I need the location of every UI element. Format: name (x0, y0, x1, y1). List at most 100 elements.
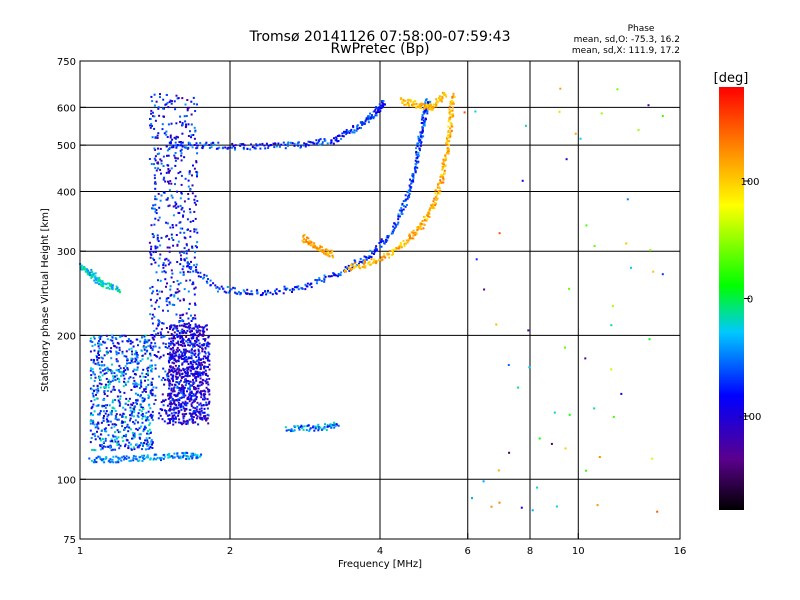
data-point (110, 347, 113, 350)
data-point (172, 366, 175, 369)
data-point (130, 357, 133, 360)
data-point (176, 288, 179, 291)
data-point (191, 384, 194, 387)
data-point (133, 406, 136, 409)
data-point (305, 143, 308, 146)
data-point (165, 411, 168, 414)
y-tick-label: 600 (57, 103, 76, 114)
data-point (290, 430, 292, 433)
data-point (153, 147, 156, 150)
data-point (137, 416, 140, 418)
data-point (411, 174, 414, 177)
data-point (196, 401, 199, 404)
data-point (174, 337, 176, 340)
data-point (402, 239, 405, 242)
data-point (538, 437, 541, 440)
data-point (419, 107, 422, 109)
data-point (345, 129, 348, 131)
data-point (313, 142, 316, 145)
data-point (278, 290, 281, 293)
data-point (199, 275, 202, 278)
data-point (367, 257, 370, 259)
data-point (337, 140, 340, 142)
data-point (164, 409, 166, 412)
data-point (192, 394, 195, 397)
data-point (162, 457, 165, 460)
data-point (553, 411, 556, 414)
data-point (340, 137, 343, 140)
data-point (379, 110, 382, 113)
data-point (94, 438, 97, 441)
data-point (181, 268, 184, 271)
data-point (145, 411, 148, 414)
data-point (160, 459, 162, 462)
data-point (471, 497, 473, 500)
data-point (441, 166, 444, 169)
data-point (157, 132, 160, 135)
data-point (198, 352, 201, 355)
data-point (136, 428, 139, 431)
data-point (447, 131, 450, 134)
data-point (301, 427, 304, 430)
data-point (307, 424, 310, 427)
data-point (187, 228, 189, 231)
data-point (104, 404, 107, 407)
data-point (296, 285, 299, 288)
data-point (442, 175, 445, 178)
data-point (190, 352, 193, 355)
data-point (183, 329, 186, 332)
data-point (153, 177, 156, 180)
data-point (447, 152, 450, 155)
data-point (172, 350, 175, 353)
data-point (199, 417, 202, 420)
data-point (398, 247, 401, 250)
data-point (400, 246, 403, 249)
data-point (152, 207, 155, 210)
data-point (190, 343, 193, 346)
data-point (250, 290, 253, 293)
data-point (161, 290, 163, 293)
data-point (188, 266, 191, 269)
data-point (337, 424, 340, 427)
data-point (184, 374, 187, 377)
data-point (188, 170, 191, 173)
data-point (203, 394, 206, 397)
data-point (156, 134, 159, 137)
data-point (521, 179, 524, 182)
data-point (138, 436, 141, 439)
data-point (149, 313, 152, 316)
data-point (130, 414, 133, 417)
data-point (420, 222, 423, 225)
data-point (91, 271, 94, 273)
data-point (156, 153, 159, 156)
data-point (199, 345, 202, 348)
data-point (174, 152, 177, 154)
data-point (630, 266, 632, 269)
data-point (431, 203, 434, 206)
data-point (200, 392, 202, 395)
data-point (154, 195, 157, 198)
data-point (497, 469, 500, 472)
data-point (239, 292, 242, 295)
data-point (182, 351, 185, 354)
data-point (327, 253, 330, 256)
data-point (182, 394, 185, 397)
data-point (387, 234, 390, 237)
data-point (307, 140, 310, 143)
data-point (193, 264, 196, 267)
data-point (210, 146, 213, 149)
data-point (380, 256, 383, 259)
data-point (187, 146, 190, 149)
data-point (198, 356, 200, 359)
data-point (446, 136, 449, 139)
data-point (398, 244, 401, 247)
data-point (434, 204, 437, 207)
data-point (181, 97, 184, 100)
data-point (193, 198, 196, 201)
data-point (155, 458, 158, 461)
data-point (329, 275, 332, 278)
data-point (170, 233, 173, 236)
data-point (178, 372, 181, 375)
data-point (197, 384, 199, 387)
data-point (185, 408, 188, 411)
